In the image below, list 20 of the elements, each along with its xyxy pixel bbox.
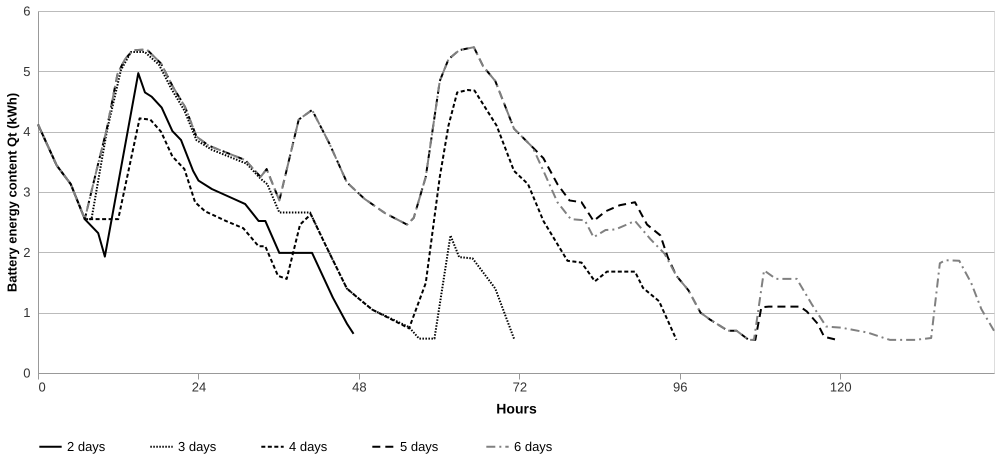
y-axis-title: Battery energy content Qt (kWh) [4,92,20,292]
legend-label: 6 days [514,438,553,454]
x-axis-title: Hours [496,400,537,416]
legend-label: 3 days [178,438,217,454]
y-tick-label: 4 [23,124,30,140]
y-tick-label: 5 [23,64,30,79]
x-tick-label: 72 [512,380,528,394]
y-tick-label: 3 [23,184,30,200]
y-tick-label: 2 [23,244,30,260]
y-tick-label: 0 [23,366,30,380]
x-tick-label: 96 [673,380,688,394]
legend-label: 5 days [400,438,439,454]
x-tick-label: 48 [352,380,367,394]
legend-label: 4 days [289,438,328,454]
legend-label: 2 days [67,438,106,454]
y-tick-label: 6 [23,4,30,18]
x-tick-label: 0 [38,380,46,394]
x-tick-label: 120 [830,380,852,394]
y-tick-label: 1 [23,305,30,320]
x-tick-label: 24 [192,380,206,394]
